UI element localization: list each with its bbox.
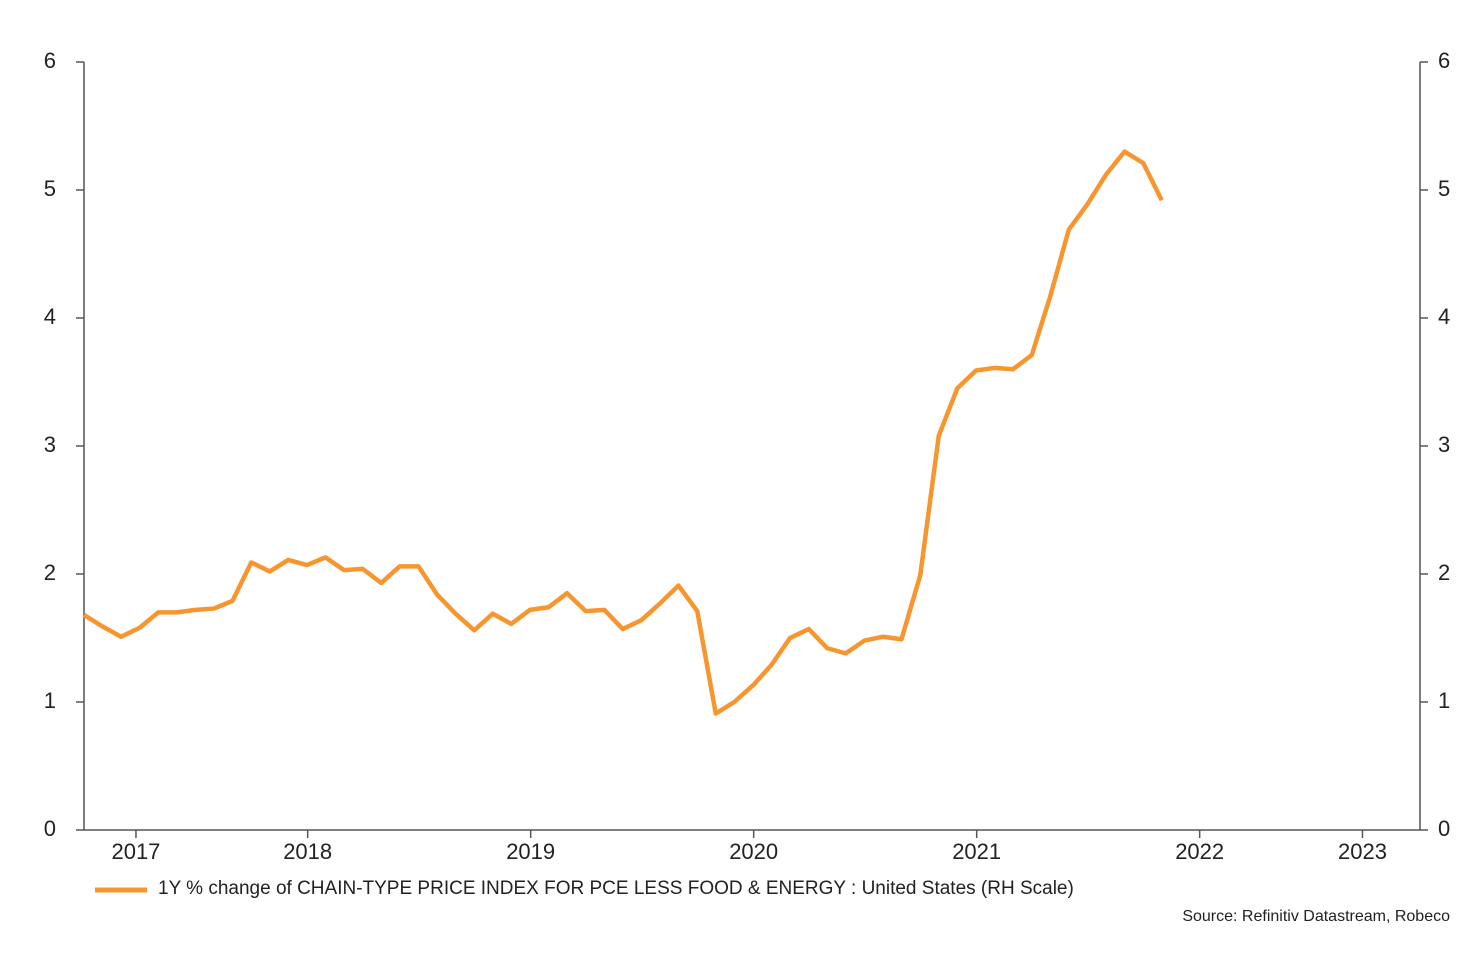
y-tick-label: 5 [44, 176, 56, 201]
x-tick-label: 2023 [1338, 839, 1387, 864]
y2-tick-label: 2 [1438, 560, 1450, 585]
y-tick-label: 0 [44, 816, 56, 841]
y2-tick-label: 1 [1438, 688, 1450, 713]
y2-tick-label: 3 [1438, 432, 1450, 457]
y-tick-label: 4 [44, 304, 56, 329]
x-tick-label: 2018 [283, 839, 332, 864]
y2-tick-label: 0 [1438, 816, 1450, 841]
y2-tick-label: 5 [1438, 176, 1450, 201]
legend-label: 1Y % change of CHAIN-TYPE PRICE INDEX FO… [158, 878, 1074, 899]
y2-tick-label: 4 [1438, 304, 1450, 329]
x-tick-label: 2020 [729, 839, 778, 864]
x-tick-label: 2022 [1175, 839, 1224, 864]
x-tick-label: 2019 [506, 839, 555, 864]
y-tick-label: 2 [44, 560, 56, 585]
y2-tick-label: 6 [1438, 48, 1450, 73]
series-line [82, 149, 1164, 716]
x-tick-label: 2017 [111, 839, 160, 864]
x-tick-label: 2021 [952, 839, 1001, 864]
y-tick-label: 6 [44, 48, 56, 73]
y-tick-label: 1 [44, 688, 56, 713]
y-tick-label: 3 [44, 432, 56, 457]
source: Source: Refinitiv Datastream, Robeco [1182, 908, 1450, 925]
